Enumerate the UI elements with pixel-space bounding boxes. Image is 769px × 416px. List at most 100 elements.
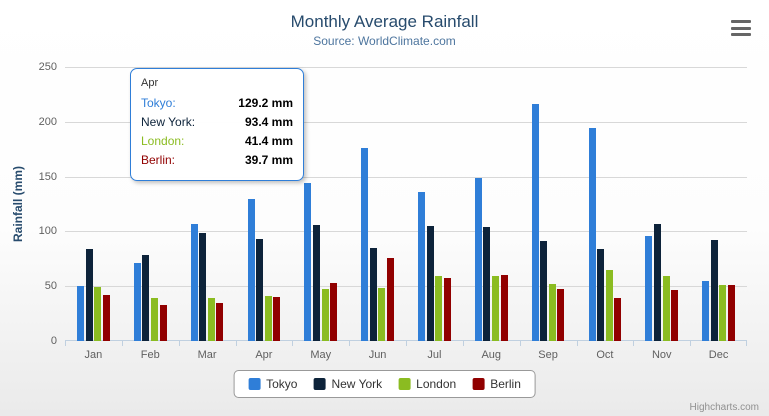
credits-link[interactable]: Highcharts.com bbox=[689, 402, 759, 413]
y-axis-tick-label: 100 bbox=[38, 225, 57, 238]
legend-item-new-york[interactable]: New York bbox=[313, 377, 382, 391]
tooltip-series-name: Berlin: bbox=[141, 153, 176, 167]
bar-berlin[interactable] bbox=[727, 284, 735, 341]
x-axis-tick bbox=[690, 341, 692, 346]
bar-new-york[interactable] bbox=[312, 224, 320, 341]
y-axis-tick-label: 200 bbox=[38, 115, 57, 128]
menu-bar bbox=[731, 20, 751, 23]
tooltip-series-value: 39.7 mm bbox=[244, 153, 293, 167]
bar-berlin[interactable] bbox=[500, 274, 508, 341]
bar-london[interactable] bbox=[151, 298, 158, 341]
bar-london[interactable] bbox=[378, 288, 386, 341]
x-axis-category-label: Jul bbox=[427, 349, 442, 361]
bar-london[interactable] bbox=[492, 275, 499, 341]
bar-tokyo[interactable] bbox=[304, 183, 312, 341]
tooltip-row: Tokyo: 129.2 mm bbox=[141, 96, 293, 111]
legend-label: Tokyo bbox=[266, 377, 298, 391]
bar-london[interactable] bbox=[264, 295, 272, 341]
tooltip-series-value: 93.4 mm bbox=[244, 115, 293, 129]
bar-tokyo[interactable] bbox=[588, 128, 596, 341]
y-axis-tick-label: 150 bbox=[38, 170, 57, 183]
tooltip-series-value: 41.4 mm bbox=[244, 134, 293, 148]
bar-new-york[interactable] bbox=[653, 224, 661, 341]
bar-new-york[interactable] bbox=[597, 249, 605, 341]
x-axis-category-label: Dec bbox=[708, 349, 729, 361]
y-axis-tick-label: 50 bbox=[44, 280, 57, 293]
x-axis-category-label: Feb bbox=[140, 349, 160, 361]
y-axis-tick-label: 0 bbox=[50, 335, 57, 347]
legend-swatch bbox=[313, 378, 326, 390]
x-axis-tick bbox=[462, 341, 464, 346]
x-axis-category-label: Sep bbox=[538, 349, 558, 361]
bar-berlin[interactable] bbox=[102, 294, 110, 341]
bar-london[interactable] bbox=[207, 297, 215, 341]
bar-new-york[interactable] bbox=[199, 233, 207, 341]
bar-berlin[interactable] bbox=[330, 283, 338, 341]
bar-new-york[interactable] bbox=[85, 249, 93, 341]
x-axis-category-label: May bbox=[310, 349, 332, 361]
x-axis-tick bbox=[121, 341, 123, 346]
x-axis-tick bbox=[235, 341, 237, 346]
tooltip-row: Berlin: 39.7 mm bbox=[141, 153, 293, 168]
bar-tokyo[interactable] bbox=[531, 103, 539, 341]
tooltip-category: Apr bbox=[141, 77, 159, 89]
menu-bar bbox=[731, 26, 751, 30]
bar-berlin[interactable] bbox=[614, 298, 622, 341]
bar-tokyo[interactable] bbox=[702, 281, 710, 341]
legend-label: New York bbox=[331, 377, 383, 391]
bar-tokyo[interactable] bbox=[77, 286, 85, 341]
chart-subtitle: Source: WorldClimate.com bbox=[313, 34, 456, 48]
bar-new-york[interactable] bbox=[256, 238, 264, 341]
bar-berlin[interactable] bbox=[557, 288, 565, 341]
x-axis-tick bbox=[65, 341, 66, 346]
bar-london[interactable] bbox=[321, 289, 329, 341]
bar-berlin[interactable] bbox=[443, 278, 451, 341]
bar-tokyo[interactable] bbox=[190, 224, 198, 341]
bar-london[interactable] bbox=[94, 287, 102, 341]
bar-new-york[interactable] bbox=[540, 241, 548, 341]
bar-new-york[interactable] bbox=[369, 248, 377, 341]
bar-berlin[interactable] bbox=[671, 289, 679, 341]
bar-london[interactable] bbox=[662, 276, 670, 341]
bar-new-york[interactable] bbox=[426, 225, 434, 341]
bar-berlin[interactable] bbox=[386, 258, 394, 341]
chart-title: Monthly Average Rainfall bbox=[290, 12, 479, 31]
bar-tokyo[interactable] bbox=[133, 262, 141, 341]
bar-london[interactable] bbox=[548, 283, 556, 341]
tooltip-series-name: New York: bbox=[141, 115, 196, 129]
x-axis-tick bbox=[406, 341, 407, 346]
x-axis-category-label: Jan bbox=[84, 349, 103, 361]
x-axis-tick bbox=[576, 341, 578, 346]
bar-tokyo[interactable] bbox=[474, 178, 482, 341]
x-axis-category-label: Apr bbox=[255, 349, 273, 361]
tooltip-series-name: London: bbox=[141, 134, 185, 148]
bar-tokyo[interactable] bbox=[247, 199, 255, 341]
bar-new-york[interactable] bbox=[710, 239, 718, 341]
legend-item-tokyo[interactable]: Tokyo bbox=[248, 377, 297, 391]
y-gridline bbox=[65, 67, 747, 68]
x-axis-tick bbox=[519, 341, 521, 346]
bar-london[interactable] bbox=[605, 269, 613, 341]
bar-tokyo[interactable] bbox=[645, 236, 653, 341]
menu-bar bbox=[731, 33, 751, 36]
hamburger-menu-icon[interactable] bbox=[731, 20, 751, 36]
bar-new-york[interactable] bbox=[483, 226, 491, 341]
legend-swatch bbox=[248, 378, 261, 390]
tooltip-rows: Tokyo: 129.2 mm New York: 93.4 mm London: 41.… bbox=[141, 96, 293, 168]
tooltip-row: London: 41.4 mm bbox=[141, 134, 293, 149]
x-axis-tick bbox=[746, 341, 747, 346]
bar-berlin[interactable] bbox=[216, 303, 224, 341]
bar-berlin[interactable] bbox=[273, 297, 281, 341]
x-axis-category-label: Mar bbox=[197, 349, 217, 361]
plot-area: 0 50 100 150 200 250 Jan Feb Mar Apr May Jun Jul Aug S… bbox=[39, 61, 747, 361]
bar-london[interactable] bbox=[435, 276, 443, 341]
bar-new-york[interactable] bbox=[142, 254, 150, 341]
legend-item-london[interactable]: London bbox=[398, 377, 456, 391]
bar-berlin[interactable] bbox=[159, 304, 167, 341]
bar-london[interactable] bbox=[719, 284, 727, 341]
tooltip-row: New York: 93.4 mm bbox=[141, 115, 293, 130]
bar-tokyo[interactable] bbox=[361, 148, 369, 341]
bar-tokyo[interactable] bbox=[418, 192, 426, 341]
legend-item-berlin[interactable]: Berlin bbox=[472, 377, 521, 391]
